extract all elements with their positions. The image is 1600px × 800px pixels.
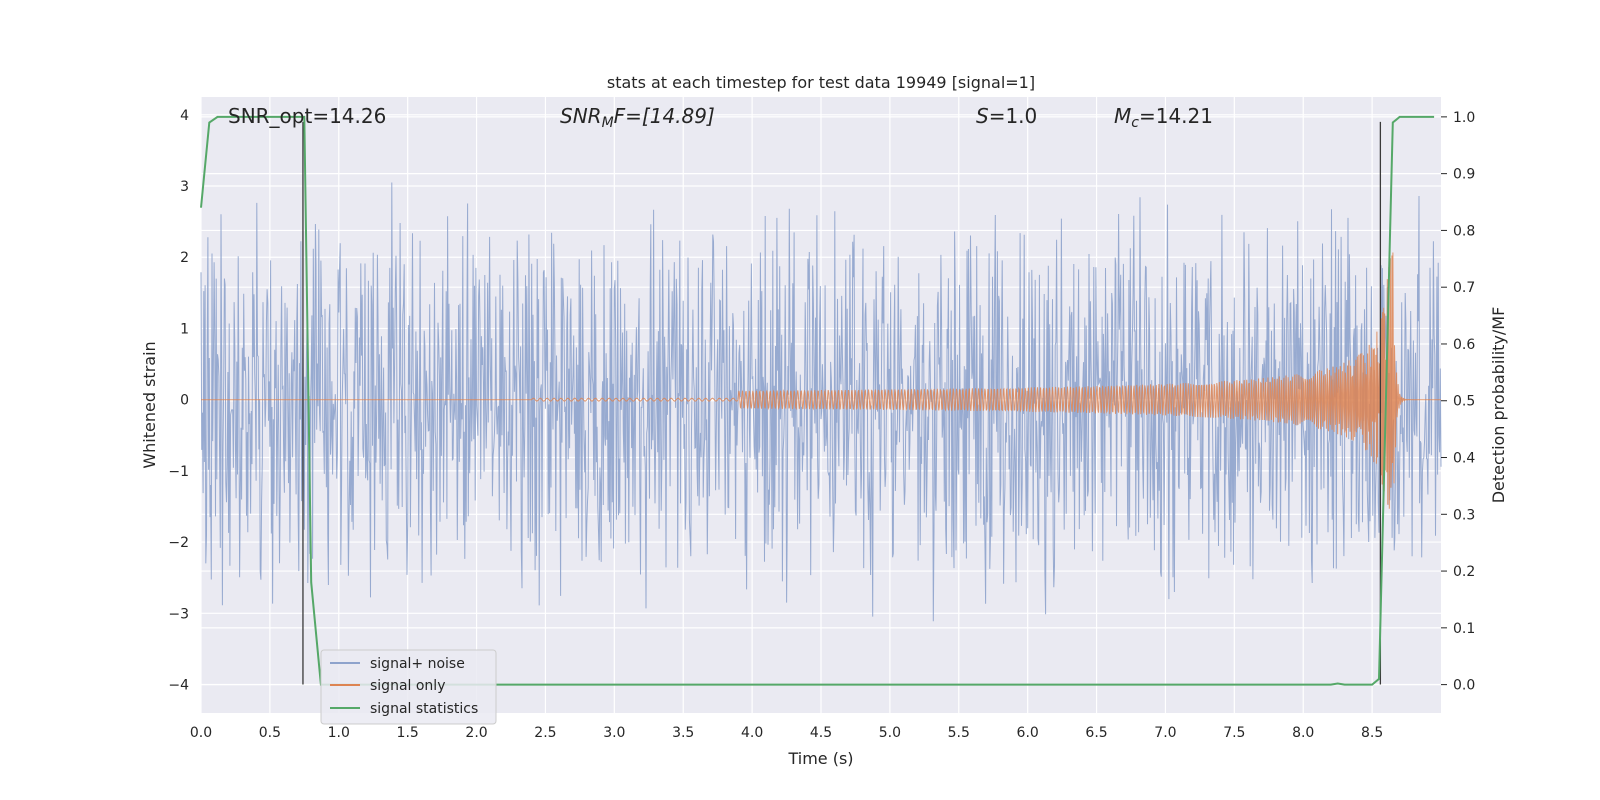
y-tick-label: −3 [168,606,189,622]
y-right-tick-label: 0.3 [1453,507,1475,523]
annotation-s-val: =1.0 [989,104,1038,128]
y-right-axis-label: Detection probability/MF [1489,307,1508,504]
x-tick-label: 6.0 [1017,725,1039,741]
x-tick-label: 6.5 [1085,725,1107,741]
annotation-snr-opt: SNR_opt=14.26 [228,104,386,128]
legend-label-signal-only: signal only [370,678,445,694]
y-right-tick-label: 0.8 [1453,223,1475,239]
y-right-tick-label: 0.5 [1453,394,1475,410]
annotation-mc: Mc=14.21 [1114,104,1213,131]
legend-box [320,649,497,725]
y-right-tick-label: 1.0 [1453,110,1475,126]
annotation-snr-mf-sub: M [602,115,614,131]
annotation-mc-sub: c [1131,115,1139,131]
x-tick-label: 3.5 [672,725,694,741]
y-tick-label: −2 [168,535,189,551]
noise-trace [200,182,1442,622]
legend-label-signal-noise: signal+ noise [370,656,465,672]
y-axis-ticks: −4 −3 −2 −1 0 1 2 3 4 [168,108,189,694]
x-tick-label: 7.0 [1154,725,1176,741]
y-right-tick-label: 0.6 [1453,337,1475,353]
y-tick-label: 1 [180,321,189,337]
x-tick-label: 5.0 [879,725,901,741]
x-axis-ticks: 0.0 0.5 1.0 1.5 2.0 2.5 3.0 3.5 4.0 4.5 5.0 5.5 6.0 6… [190,725,1383,741]
x-tick-label: 7.5 [1223,725,1245,741]
annotation-snr-mf-tail: F=[14.89] [614,104,715,128]
legend-label-signal-statistics: signal statistics [370,701,478,717]
y-right-tick-label: 0.2 [1453,564,1475,580]
x-tick-label: 1.0 [328,725,350,741]
x-tick-label: 4.5 [810,725,832,741]
annotation-s: S=1.0 [976,104,1037,128]
y-right-axis-ticks: 0.0 0.1 0.2 0.3 0.4 0.5 0.6 0.7 0.8 0.9 1.0 [1441,110,1475,694]
y-tick-label: 2 [180,250,189,266]
x-axis-label: Time (s) [787,749,853,768]
y-tick-label: −4 [168,678,189,694]
y-right-tick-label: 0.0 [1453,678,1475,694]
series-signal-only [201,252,1441,509]
x-tick-label: 5.5 [948,725,970,741]
y-right-tick-label: 0.4 [1453,451,1475,467]
y-tick-label: 3 [180,179,189,195]
x-tick-label: 2.5 [534,725,556,741]
y-right-tick-label: 0.1 [1453,621,1475,637]
x-tick-label: 1.5 [397,725,419,741]
y-tick-label: −1 [168,464,189,480]
y-right-tick-label: 0.7 [1453,280,1475,296]
y-axis-label: Whitened strain [140,341,159,468]
y-right-tick-label: 0.9 [1453,167,1475,183]
x-tick-label: 8.5 [1361,725,1383,741]
y-tick-label: 0 [180,393,189,409]
x-tick-label: 3.0 [603,725,625,741]
x-tick-label: 4.0 [741,725,763,741]
chirp-trace [201,252,1441,509]
legend: signal+ noise signal only signal statist… [320,649,497,725]
x-tick-label: 0.5 [259,725,281,741]
annotation-mc-val: =14.21 [1139,104,1213,128]
annotation-snr-mf-main: SNR [560,104,602,128]
y-tick-label: 4 [180,108,189,124]
annotation-snr-mf: SNRMF=[14.89] [560,104,715,131]
series-signal-noise [200,182,1442,622]
statistics-trace [200,115,1435,686]
annotation-mc-var: M [1114,104,1131,128]
chart-title: stats at each timestep for test data 199… [607,73,1035,92]
annotation-s-var: S [976,104,989,128]
x-tick-label: 2.0 [465,725,487,741]
series-signal-statistics [200,115,1435,686]
x-tick-label: 0.0 [190,725,212,741]
x-tick-label: 8.0 [1292,725,1314,741]
